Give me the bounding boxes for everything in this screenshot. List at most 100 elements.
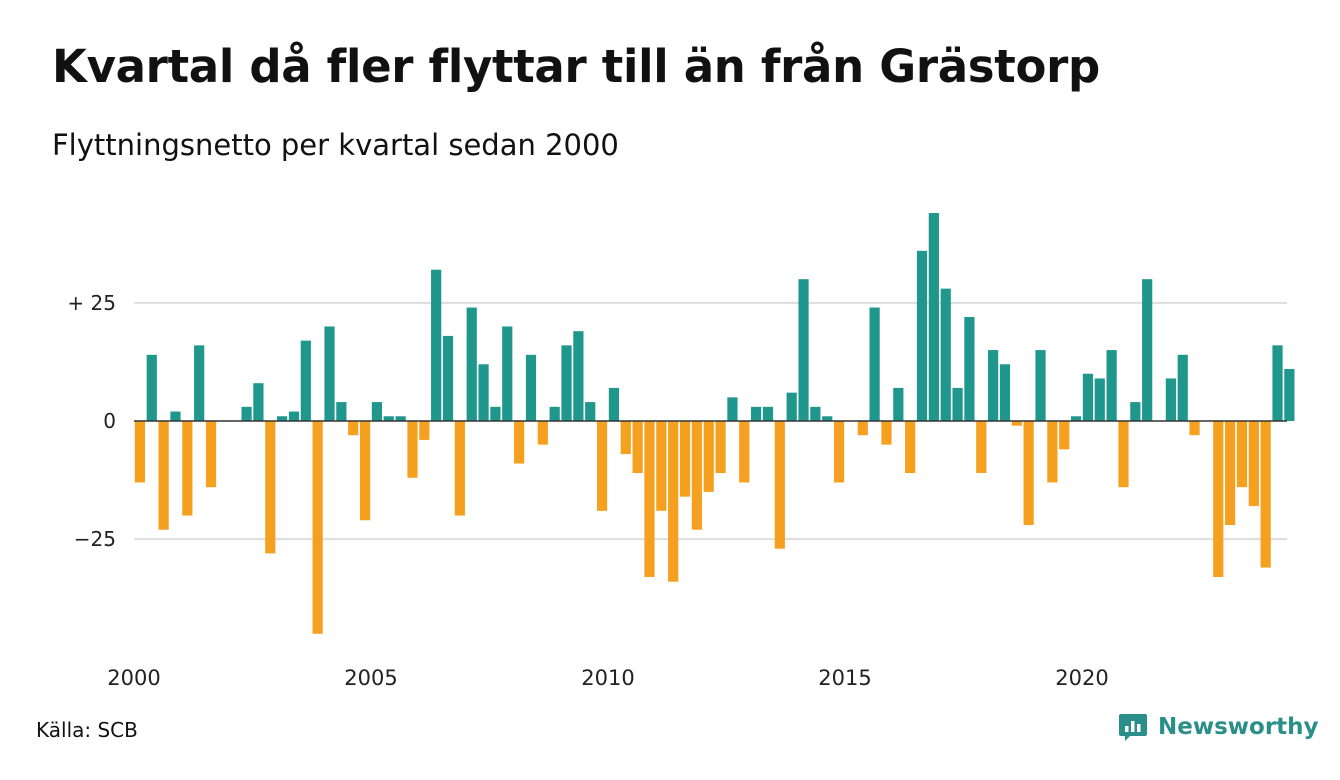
bar	[419, 421, 430, 440]
bar	[893, 387, 904, 421]
bar	[514, 421, 525, 464]
bar	[1094, 378, 1105, 421]
bar	[964, 317, 975, 421]
bar	[786, 392, 797, 421]
bar	[798, 279, 809, 421]
bar	[442, 335, 454, 421]
bar	[940, 288, 951, 421]
brand-logo: Newsworthy	[1118, 712, 1319, 742]
bar	[1011, 421, 1022, 426]
bar	[976, 421, 987, 473]
bar	[146, 354, 157, 421]
bar	[348, 421, 359, 436]
bar	[679, 421, 691, 497]
bar	[205, 421, 217, 488]
chart-subtitle: Flyttningsnetto per kvartal sedan 2000	[52, 128, 619, 162]
bar	[905, 421, 916, 473]
bar	[988, 350, 999, 421]
bar	[1118, 421, 1129, 488]
bar	[395, 416, 406, 421]
bar	[1189, 421, 1200, 436]
gridlines	[134, 301, 1287, 541]
bar	[1023, 421, 1034, 525]
bar	[668, 421, 679, 582]
bar	[502, 326, 513, 421]
bar	[525, 354, 537, 421]
bar	[1260, 421, 1271, 568]
bar	[431, 269, 442, 421]
bar	[134, 421, 146, 483]
bar	[288, 411, 300, 421]
bar	[762, 406, 774, 421]
bar	[1070, 416, 1082, 421]
source-note: Källa: SCB	[36, 718, 138, 742]
bar	[822, 416, 833, 421]
bar	[585, 402, 596, 421]
brand-name: Newsworthy	[1158, 714, 1319, 740]
bar	[312, 421, 323, 634]
bar	[407, 421, 418, 478]
bar	[703, 421, 714, 492]
bar	[466, 307, 477, 421]
bar	[383, 416, 394, 421]
bar	[573, 331, 584, 421]
bar	[241, 406, 252, 421]
bar	[170, 411, 181, 421]
bar	[857, 421, 868, 436]
bar	[620, 421, 631, 455]
bar	[751, 406, 762, 421]
bar	[1059, 421, 1070, 450]
bar	[727, 397, 738, 421]
bar	[1272, 345, 1283, 421]
bar	[1177, 354, 1188, 421]
x-tick-label: 2020	[1055, 666, 1108, 690]
bar	[371, 402, 383, 421]
bar	[1082, 373, 1094, 421]
x-tick-label: 2005	[344, 666, 397, 690]
bar	[774, 421, 785, 549]
bar	[490, 406, 501, 421]
bar	[478, 364, 489, 421]
bar	[194, 345, 205, 421]
bar	[596, 421, 608, 511]
bar	[656, 421, 667, 511]
bar	[277, 416, 288, 421]
bar	[1035, 350, 1046, 421]
bar	[1106, 350, 1117, 421]
bar	[1213, 421, 1224, 577]
bar	[632, 421, 643, 473]
bar	[253, 383, 264, 421]
bar	[1130, 402, 1141, 421]
bar	[265, 421, 276, 554]
bars	[134, 213, 1295, 634]
bar	[324, 326, 335, 421]
bar	[158, 421, 169, 530]
bar	[1284, 369, 1295, 421]
bar	[810, 406, 821, 421]
bar	[644, 421, 655, 577]
newsworthy-logo-icon	[1119, 714, 1147, 741]
bar	[881, 421, 892, 445]
bar	[916, 250, 928, 421]
bar	[1248, 421, 1259, 507]
chart-title: Kvartal då fler flyttar till än från Grä…	[52, 40, 1100, 93]
bar	[537, 421, 548, 445]
bar	[739, 421, 750, 483]
bar	[300, 340, 311, 421]
bar	[715, 421, 726, 473]
bar	[1236, 421, 1248, 488]
bar	[336, 402, 347, 421]
bar	[1142, 279, 1153, 421]
bar	[1047, 421, 1058, 483]
bar	[833, 421, 845, 483]
y-tick-label: 0	[103, 409, 116, 433]
bar	[952, 387, 963, 421]
bar	[1225, 421, 1236, 525]
bar	[1165, 378, 1176, 421]
bar	[608, 387, 620, 421]
bar	[928, 213, 939, 421]
axes: + 25 0 −25 2000 2005 2010 2015 2020	[67, 291, 1287, 690]
bar	[454, 421, 465, 516]
bar	[182, 421, 193, 516]
